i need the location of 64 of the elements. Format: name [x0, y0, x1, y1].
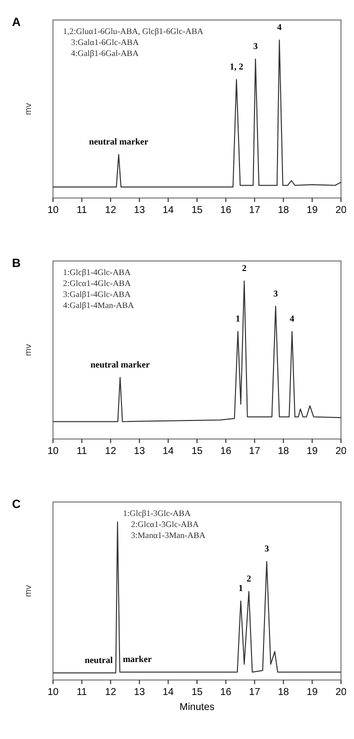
x-tick-label: 20	[335, 205, 347, 216]
annotation: 4	[290, 314, 295, 324]
chart-title: B	[12, 256, 21, 270]
annotation: marker	[122, 654, 152, 664]
annotation: 2:Glcα1-4Glc-ABA	[63, 278, 132, 288]
y-axis-title: mv	[23, 584, 33, 597]
x-tick-label: 13	[134, 687, 146, 698]
x-tick-label: 13	[134, 205, 146, 216]
y-axis-title: mv	[23, 344, 33, 356]
annotation: 2	[242, 263, 247, 273]
x-tick-label: 12	[105, 205, 117, 216]
x-tick-label: 15	[191, 687, 203, 698]
annotation: 2	[246, 574, 252, 584]
x-tick-label: 10	[47, 687, 59, 698]
x-tick-label: 14	[162, 687, 174, 698]
x-tick-label: 19	[306, 205, 318, 216]
chart-title: C	[12, 497, 21, 511]
annotation: 1, 2	[230, 62, 244, 72]
annotation: 1	[238, 583, 244, 593]
x-tick-label: 17	[249, 205, 261, 216]
x-tick-label: 17	[249, 446, 261, 457]
annotation: 2:Glcα1-3Glc-ABA	[131, 519, 200, 529]
annotation: 3	[273, 288, 278, 298]
annotation: 3:Galβ1-4Glc-ABA	[63, 289, 132, 299]
text: 1:Glcβ1-4Glc-ABA	[63, 267, 132, 277]
annotation: 4:Galβ1-4Man-ABA	[63, 300, 135, 310]
annotation: 3:Manα1-3Man-ABA	[131, 530, 206, 540]
x-tick-label: 11	[76, 205, 88, 216]
text: 1:Glcβ1-3Glc-ABA	[123, 508, 192, 518]
annotation: 3	[264, 544, 270, 554]
annotation: 3	[253, 40, 258, 51]
x-tick-label: 17	[249, 687, 261, 698]
annotation: neutral	[84, 654, 114, 665]
x-tick-label: 11	[76, 687, 88, 698]
x-tick-label: 16	[220, 446, 232, 457]
x-tick-label: 12	[105, 446, 117, 457]
x-tick-label: 10	[47, 205, 59, 216]
x-axis-title: Minutes	[179, 702, 215, 713]
annotation: 4:Galβ1-6Gal-ABA	[71, 48, 140, 58]
annotation: 4	[277, 22, 282, 32]
x-tick-label: 19	[306, 687, 318, 698]
chart-title: A	[12, 15, 21, 29]
x-tick-label: 11	[76, 446, 88, 457]
x-tick-label: 10	[47, 446, 59, 457]
x-tick-label: 14	[162, 446, 174, 457]
x-tick-label: 12	[105, 687, 117, 698]
x-tick-label: 18	[278, 205, 290, 216]
x-tick-label: 15	[191, 205, 203, 216]
annotation: neutral marker	[90, 359, 150, 370]
x-tick-label: 16	[220, 205, 232, 216]
x-tick-label: 19	[306, 446, 318, 457]
annotation: 3:Galα1-6Glc-ABA	[71, 37, 140, 47]
x-tick-label: 18	[278, 446, 290, 457]
annotation: neutral marker	[89, 136, 148, 147]
x-tick-label: 15	[191, 446, 203, 457]
x-tick-label: 13	[134, 446, 146, 457]
x-tick-label: 20	[335, 687, 347, 698]
x-tick-label: 16	[220, 687, 232, 698]
annotation: 1	[236, 314, 241, 324]
x-tick-label: 20	[335, 446, 347, 457]
text: 1,2:Gluα1-6Glu-ABA, Glcβ1-6Glc-ABA	[63, 26, 204, 36]
x-tick-label: 14	[162, 205, 174, 216]
y-axis-title: mv	[23, 102, 33, 115]
x-tick-label: 18	[278, 687, 290, 698]
